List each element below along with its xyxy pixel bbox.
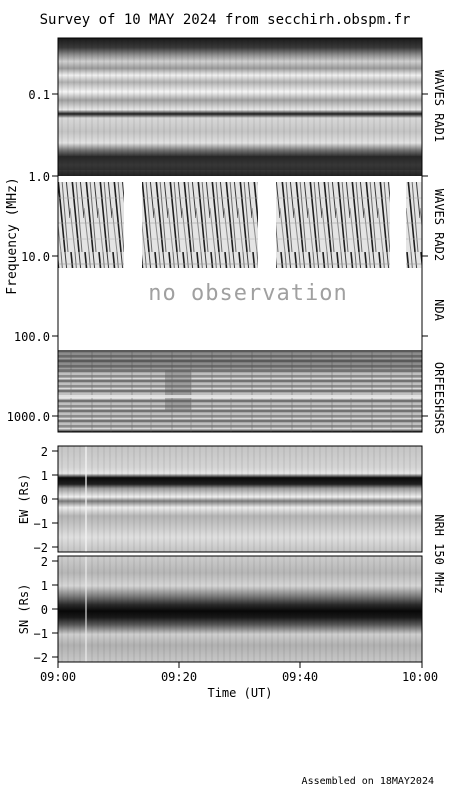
xtick-label: 09:20 — [161, 670, 197, 684]
rad2-block-2 — [142, 182, 258, 268]
ytick-label: 1 — [41, 579, 48, 593]
orfees-dark-top — [58, 350, 422, 370]
label-nda: NDA — [432, 299, 446, 321]
panel-waves-rad1 — [58, 38, 422, 176]
ew-texture — [58, 446, 422, 552]
x-axis-label: Time (UT) — [207, 686, 272, 700]
ytick-label: 2 — [41, 555, 48, 569]
label-orfees: ORFEESHSRS — [432, 362, 446, 434]
ytick-label: 0 — [41, 493, 48, 507]
orfees-burst — [165, 370, 191, 410]
ytick-label: 10.0 — [21, 250, 50, 264]
spectrum-y-axis: 0.1 1.0 10.0 100.0 1000.0 Frequency (MHz… — [5, 88, 428, 424]
frequency-axis-label: Frequency (MHz) — [5, 177, 20, 294]
rad1-texture — [58, 38, 422, 176]
ytick-label: −1 — [34, 627, 48, 641]
spectrum-frame — [57, 37, 423, 433]
ytick-label: 1000.0 — [7, 410, 50, 424]
ytick-label: −2 — [34, 651, 48, 665]
ew-y-axis: 2 1 0 −1 −2 EW (Rs) — [17, 445, 58, 555]
xtick-label: 09:00 — [40, 670, 76, 684]
sn-y-axis: 2 1 0 −1 −2 SN (Rs) — [17, 555, 58, 665]
sn-axis-label: SN (Rs) — [17, 584, 31, 635]
sn-texture — [58, 556, 422, 662]
panel-nda: no observation — [148, 281, 347, 306]
label-nrh: NRH 150 MHz — [432, 514, 446, 593]
rad2-block-4 — [406, 182, 422, 268]
rad2-block-3 — [276, 182, 390, 268]
ytick-label: −1 — [34, 517, 48, 531]
ytick-label: 1 — [41, 469, 48, 483]
panel-nrh-ew — [57, 445, 423, 553]
rad1-dark-band — [58, 156, 422, 170]
ytick-label: 100.0 — [14, 330, 50, 344]
chart-title: Survey of 10 MAY 2024 from secchirh.obsp… — [40, 12, 411, 28]
ytick-label: 0 — [41, 603, 48, 617]
x-axis: 09:00 09:20 09:40 10:00 Time (UT) — [40, 662, 438, 700]
orfees-spectrum — [58, 350, 422, 432]
xtick-label: 10:00 — [402, 670, 438, 684]
no-observation-note: no observation — [148, 281, 347, 306]
panel-waves-rad2 — [58, 182, 422, 268]
ytick-label: 0.1 — [28, 88, 50, 102]
rad2-block-1 — [58, 182, 124, 268]
panel-orfees — [58, 350, 422, 432]
label-waves-rad1: WAVES RAD1 — [432, 70, 446, 142]
assembled-footer: Assembled on 18MAY2024 — [302, 776, 434, 787]
panel-labels: WAVES RAD1 WAVES RAD2 NDA ORFEESHSRS NRH… — [432, 70, 446, 594]
ytick-label: 1.0 — [28, 170, 50, 184]
ew-axis-label: EW (Rs) — [17, 474, 31, 525]
panel-nrh-sn — [57, 555, 423, 663]
orfees-white-line — [58, 395, 422, 398]
ytick-label: 2 — [41, 445, 48, 459]
ytick-label: −2 — [34, 541, 48, 555]
xtick-label: 09:40 — [282, 670, 318, 684]
label-waves-rad2: WAVES RAD2 — [432, 189, 446, 261]
